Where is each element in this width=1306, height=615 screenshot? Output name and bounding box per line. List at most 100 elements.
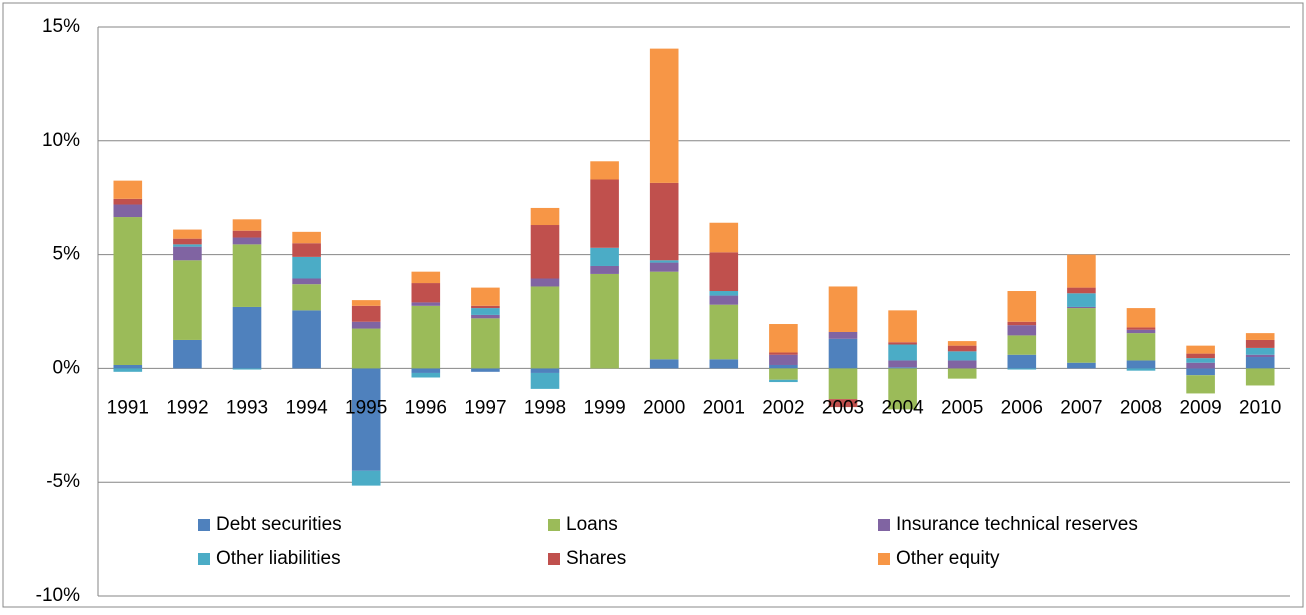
bar-segment xyxy=(828,331,858,339)
x-tick-label: 1998 xyxy=(524,397,566,418)
x-tick-label: 1999 xyxy=(583,397,625,418)
bar-segment xyxy=(769,354,798,365)
bar-segment xyxy=(947,368,977,379)
bar-segment xyxy=(1126,333,1156,361)
x-tick-label: 2008 xyxy=(1120,397,1162,418)
bar-segment xyxy=(1067,293,1096,307)
bar-segment xyxy=(232,230,262,238)
y-tick-label: -10% xyxy=(36,585,80,606)
bar-segment xyxy=(232,244,262,307)
bar-segment xyxy=(351,470,381,486)
x-tick-label: 1991 xyxy=(107,397,149,418)
legend-label: Shares xyxy=(566,548,626,569)
bar-segment xyxy=(232,306,262,369)
legend-label: Other equity xyxy=(896,548,1000,569)
bar-segment xyxy=(1007,354,1037,369)
bar-segment xyxy=(471,305,500,309)
bar-segment xyxy=(649,262,679,272)
bar-segment xyxy=(530,372,560,389)
bar-segment xyxy=(1007,291,1037,322)
bar-segment xyxy=(113,368,143,372)
bar-segment xyxy=(590,179,619,248)
bar-segment xyxy=(1007,368,1037,370)
x-tick-label: 2002 xyxy=(762,397,804,418)
bar-segment xyxy=(1245,357,1275,369)
x-tick-label: 1995 xyxy=(345,397,387,418)
bar-segment xyxy=(173,244,202,247)
legend-swatch xyxy=(548,519,560,531)
x-tick-label: 2010 xyxy=(1239,397,1281,418)
bar-segment xyxy=(649,260,679,263)
x-tick-label: 1992 xyxy=(166,397,208,418)
bar-segment xyxy=(411,283,441,303)
bar-segment xyxy=(947,345,977,352)
bar-segment xyxy=(113,204,143,218)
bar-segment xyxy=(828,368,858,400)
bar-segment xyxy=(1245,368,1275,386)
legend-label: Debt securities xyxy=(216,514,342,535)
bar-segment xyxy=(828,286,858,332)
bar-segment xyxy=(649,271,679,360)
bar-segment xyxy=(888,367,917,369)
bar-segment xyxy=(530,225,560,279)
bar-segment xyxy=(1245,333,1275,340)
x-tick-label: 1994 xyxy=(285,397,328,418)
bar-segment xyxy=(1067,287,1096,294)
bar-segment xyxy=(888,360,917,368)
bar-segment xyxy=(888,342,917,345)
bar-segment xyxy=(709,359,739,369)
bar-segment xyxy=(649,182,679,261)
bar-segment xyxy=(292,243,321,257)
bar-segment xyxy=(828,338,858,369)
bar-segment xyxy=(769,352,798,355)
legend-swatch xyxy=(198,519,210,531)
x-tick-label: 2003 xyxy=(822,397,864,418)
bar-segment xyxy=(1186,368,1215,376)
bar-segment xyxy=(947,341,977,346)
bar-segment xyxy=(709,295,739,305)
bar-segment xyxy=(947,351,977,361)
bar-segment xyxy=(649,48,679,183)
bar-segment xyxy=(1126,368,1156,371)
y-tick-label: 0% xyxy=(53,357,81,378)
bar-segment xyxy=(1007,335,1037,355)
legend-label: Other liabilities xyxy=(216,548,341,569)
bar-segment xyxy=(1067,254,1096,288)
x-tick-label: 1996 xyxy=(405,397,447,418)
x-tick-label: 2007 xyxy=(1060,397,1102,418)
bar-segment xyxy=(411,271,441,284)
bar-segment xyxy=(530,368,560,373)
bar-segment xyxy=(590,265,619,274)
y-tick-label: 15% xyxy=(42,16,80,37)
bar-segment xyxy=(1245,354,1275,358)
x-tick-label: 2006 xyxy=(1001,397,1043,418)
y-tick-label: -5% xyxy=(46,471,80,492)
bar-segment xyxy=(888,344,917,361)
bar-segment xyxy=(292,310,321,369)
legend-swatch xyxy=(548,553,560,565)
bar-segment xyxy=(530,278,560,287)
x-tick-label: 2009 xyxy=(1179,397,1221,418)
bar-segment xyxy=(1007,325,1037,336)
bar-segment xyxy=(113,364,143,369)
bar-segment xyxy=(113,198,143,205)
bar-segment xyxy=(709,304,739,360)
bar-segment xyxy=(173,260,202,340)
bar-segment xyxy=(411,305,441,369)
y-tick-label: 10% xyxy=(42,130,80,151)
bar-segment xyxy=(1245,347,1275,355)
x-tick-label: 2005 xyxy=(941,397,983,418)
bar-segment xyxy=(709,222,739,253)
legend-label: Insurance technical reserves xyxy=(896,514,1138,535)
bar-segment xyxy=(590,247,619,266)
bar-segment xyxy=(1067,308,1096,363)
bar-segment xyxy=(411,368,441,373)
bar-segment xyxy=(769,368,798,380)
legend-swatch xyxy=(198,553,210,565)
bar-segment xyxy=(471,318,500,369)
x-tick-label: 2004 xyxy=(881,397,924,418)
bar-segment xyxy=(1186,353,1215,359)
bar-segment xyxy=(232,237,262,245)
bar-segment xyxy=(292,256,321,279)
bar-segment xyxy=(649,359,679,369)
